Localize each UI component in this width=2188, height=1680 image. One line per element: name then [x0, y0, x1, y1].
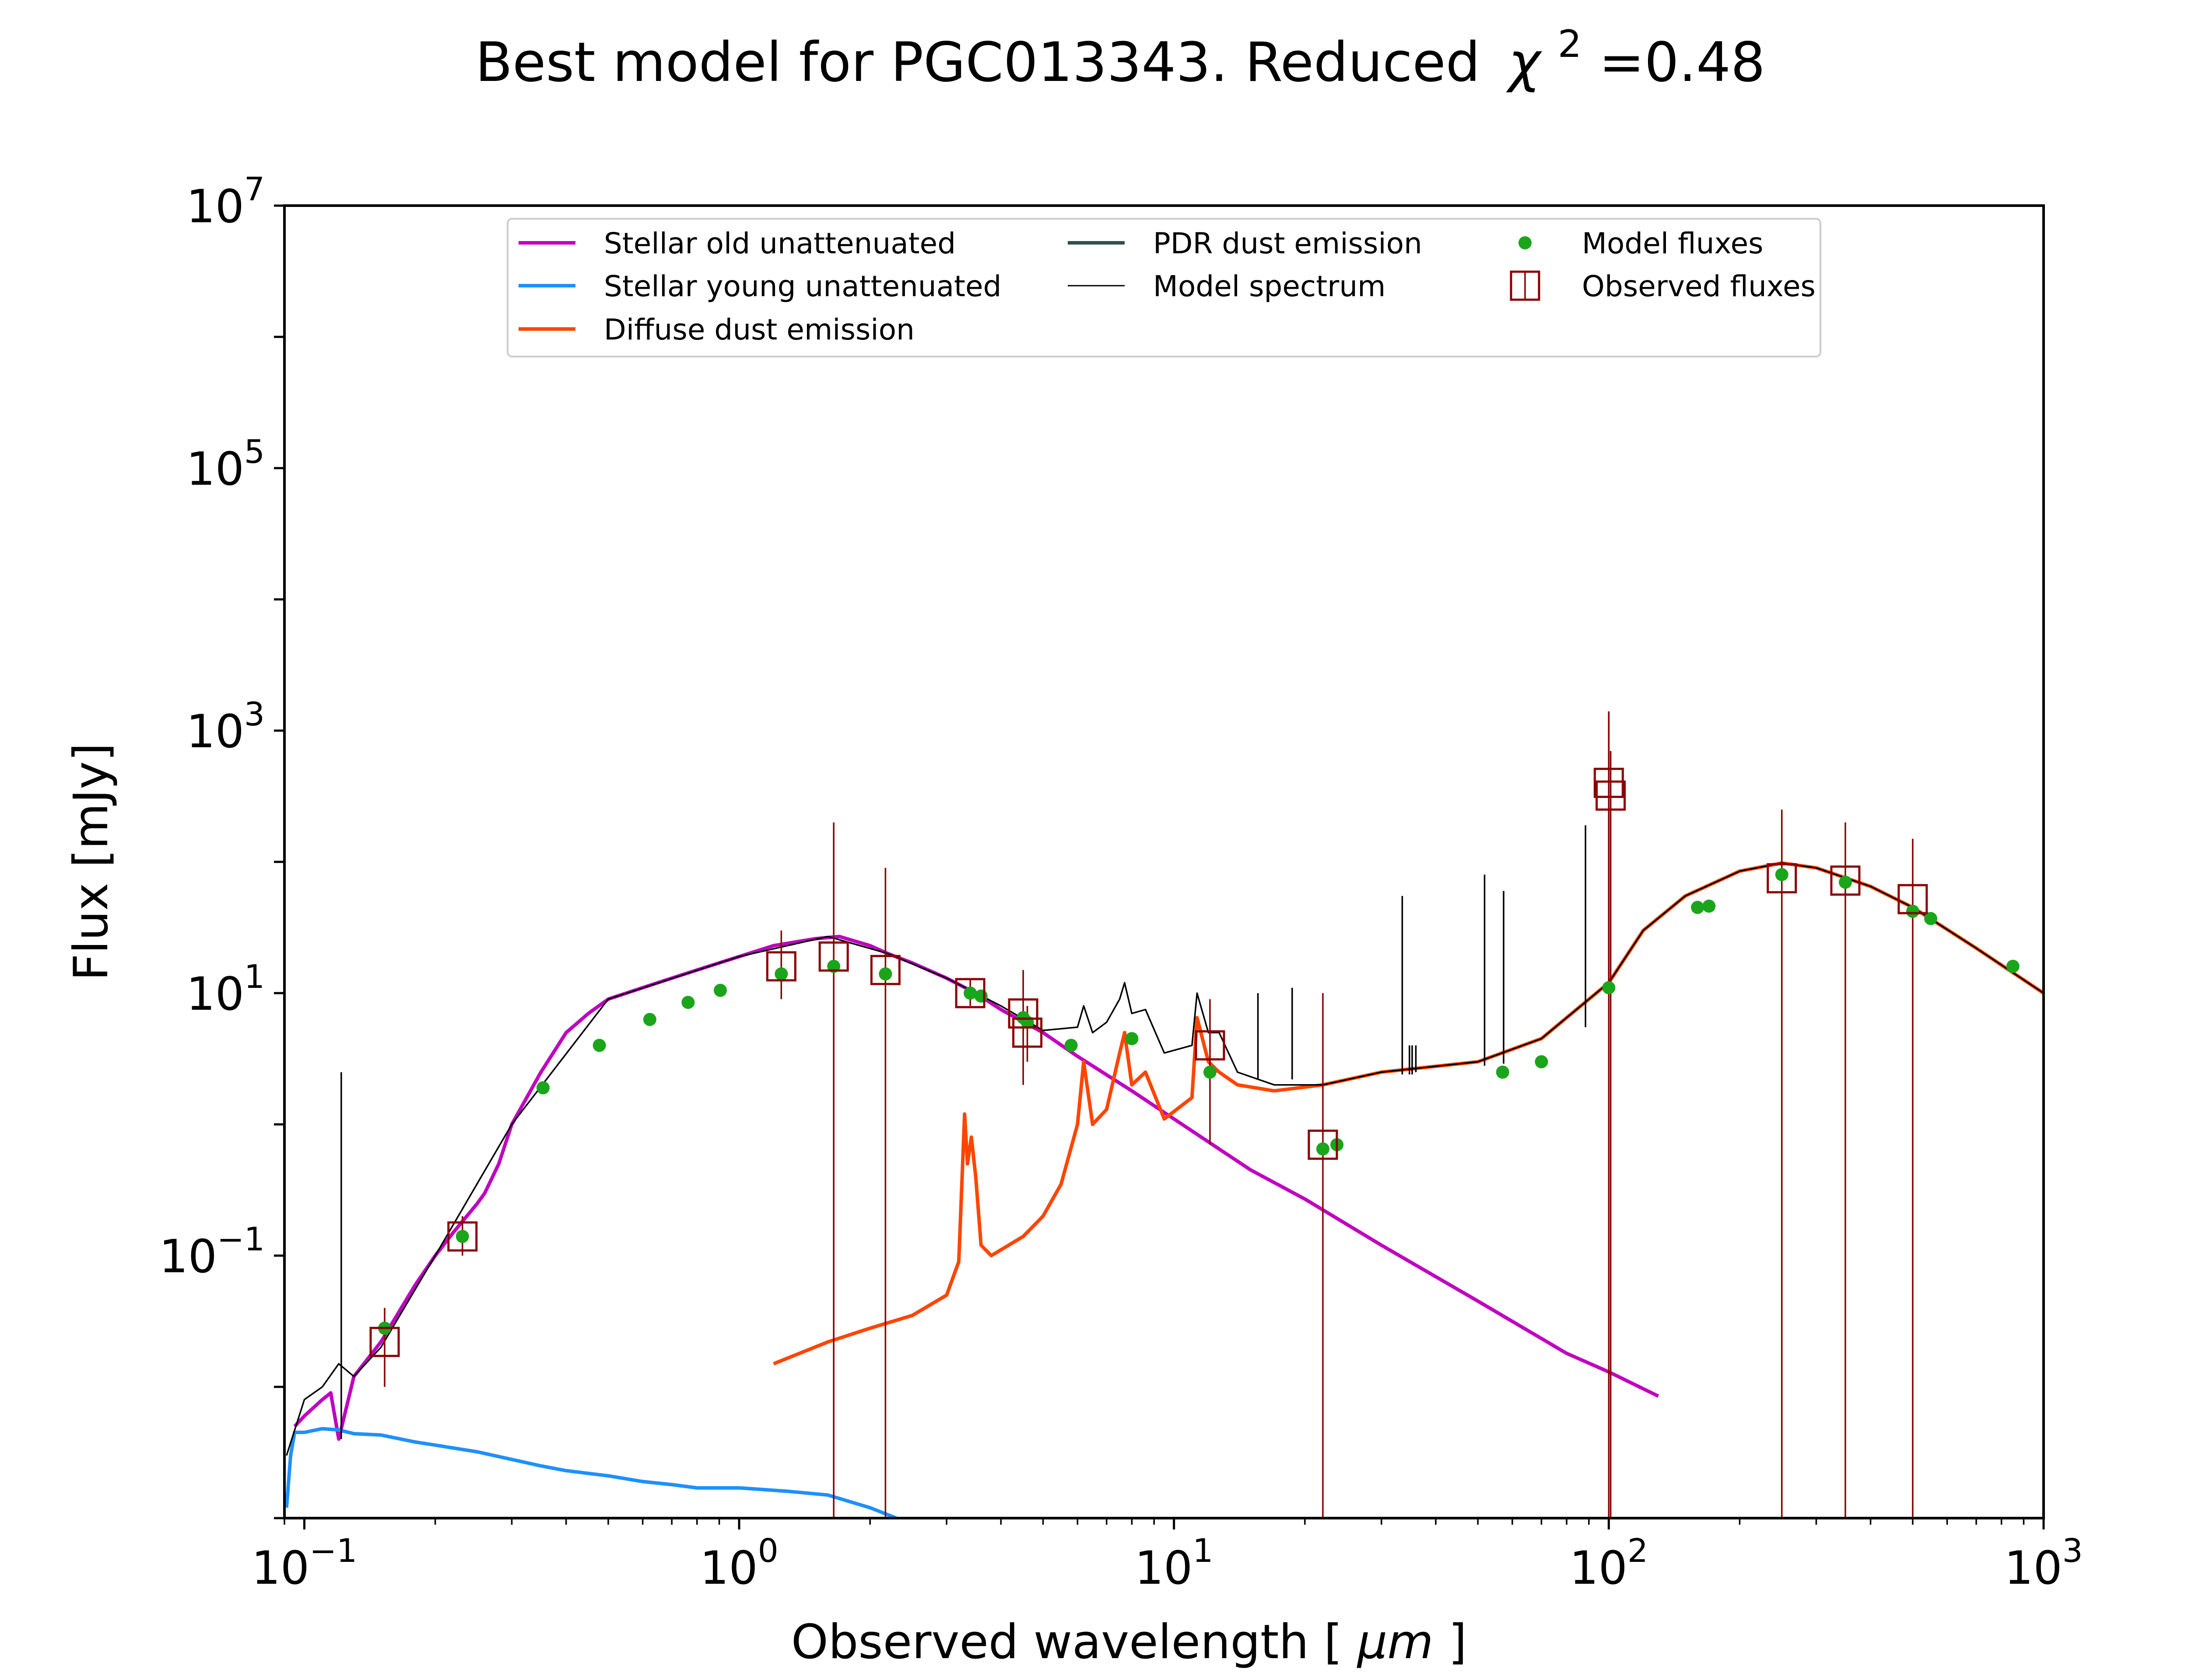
model-flux-point: [2006, 959, 2020, 973]
observed-flux-point: [1195, 1030, 1225, 1060]
y-tick-label: 105: [186, 433, 265, 496]
observed-flux-point: [1767, 863, 1797, 893]
title-chi-exponent: 2: [1558, 22, 1582, 66]
title-value: =0.48: [1599, 31, 1765, 94]
observed-flux-point: [369, 1326, 400, 1357]
model-flux-point: [1535, 1055, 1548, 1068]
model-flux-point: [1203, 1065, 1217, 1079]
legend-label: PDR dust emission: [1153, 227, 1422, 260]
model-flux-point: [456, 1230, 469, 1243]
model-flux-point: [643, 1013, 656, 1026]
legend-label: Stellar young unattenuated: [604, 270, 1002, 303]
y-tick-label: 101: [186, 958, 265, 1021]
x-axis-label-unit: μm: [1357, 1615, 1434, 1670]
title-chi: χ: [1506, 31, 1543, 94]
model-flux-point: [1775, 868, 1788, 882]
observed-flux-point: [1595, 780, 1626, 811]
legend-label: Observed fluxes: [1582, 270, 1816, 303]
model-flux-point: [1691, 901, 1704, 914]
model-flux-point: [593, 1039, 606, 1052]
observed-flux-point: [955, 978, 985, 1008]
model-flux-point: [1602, 981, 1616, 994]
chart-title: Best model for PGC013343. Reduced χ 2 =0…: [475, 7, 1765, 94]
x-tick-label: 101: [1135, 1532, 1213, 1595]
series-line-diffuse-dust-emission: [773, 861, 2044, 1365]
model-flux-point: [775, 967, 788, 981]
x-tick-label: 100: [700, 1532, 778, 1595]
series-line-model-spectrum: [286, 862, 2044, 1456]
legend-label: Diffuse dust emission: [604, 313, 915, 346]
legend-label: Model spectrum: [1153, 270, 1385, 303]
model-flux-point: [1906, 905, 1919, 918]
model-flux-point: [714, 984, 727, 997]
x-axis-label-close: ]: [1448, 1615, 1467, 1670]
observed-flux-point: [1897, 884, 1928, 914]
observed-flux-point: [1008, 998, 1038, 1029]
legend-box: [507, 218, 1821, 357]
model-flux-point: [1125, 1032, 1139, 1046]
observed-flux-point: [1593, 767, 1624, 798]
y-tick-label: 103: [186, 696, 265, 758]
model-flux-point: [536, 1081, 550, 1095]
series-line-stellar-young-unattenuated: [284, 1427, 897, 1518]
model-flux-point: [879, 967, 892, 981]
model-flux-point: [681, 996, 695, 1009]
x-axis-label: Observed wavelength [ μm ]: [791, 1615, 1467, 1670]
model-flux-point: [964, 987, 977, 1000]
y-axis-label: Flux [mJy]: [64, 743, 119, 981]
x-tick-label: 10−1: [252, 1532, 357, 1595]
observed-flux-point: [1308, 1129, 1338, 1160]
observed-flux-point: [766, 951, 796, 982]
y-tick-label: 10−1: [159, 1221, 265, 1283]
model-flux-point: [974, 989, 988, 1003]
title-text: Best model for PGC013343. Reduced: [475, 31, 1480, 94]
observed-flux-point: [1830, 865, 1861, 896]
observed-flux-point: [818, 941, 849, 972]
x-tick-label: 103: [2004, 1532, 2083, 1595]
model-flux-point: [1316, 1142, 1329, 1156]
model-flux-point: [1838, 875, 1852, 889]
legend: Stellar old unattenuated Stellar young un…: [507, 218, 1821, 357]
model-flux-point: [1064, 1039, 1078, 1052]
axes: 10−1 100 101 102 103 10−1 101 103 105 107: [159, 171, 2083, 1595]
x-tick-label: 102: [1570, 1532, 1648, 1595]
legend-label: Model fluxes: [1582, 227, 1764, 260]
observed-flux-point: [1012, 1017, 1043, 1048]
legend-swatch: [1518, 236, 1532, 249]
model-flux-point: [1702, 900, 1716, 913]
x-axis-label-text: Observed wavelength [: [791, 1615, 1343, 1670]
plot-area: [284, 711, 2044, 1518]
model-flux-point: [1924, 912, 1938, 925]
observed-flux-point: [447, 1221, 478, 1252]
model-flux-point: [1496, 1065, 1509, 1079]
y-tick-label: 107: [186, 171, 265, 233]
legend-label: Stellar old unattenuated: [604, 227, 956, 260]
observed-flux-point: [870, 955, 901, 985]
